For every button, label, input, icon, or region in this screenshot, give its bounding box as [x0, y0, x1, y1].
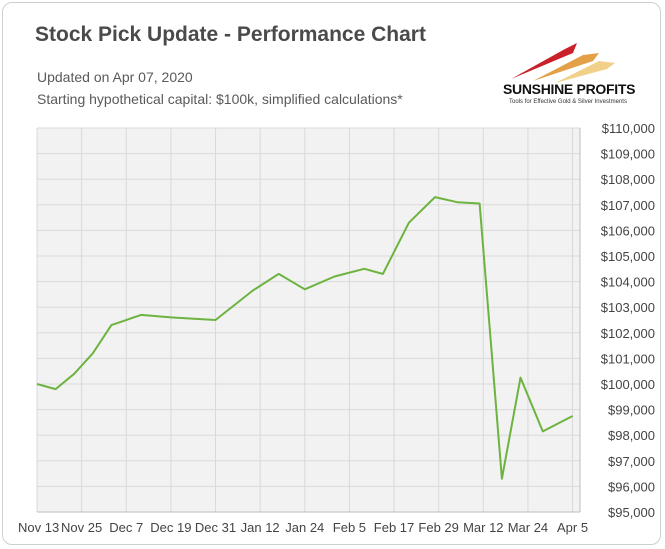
y-tick-label: $110,000	[602, 121, 655, 136]
x-tick-label: Nov 25	[61, 520, 102, 535]
series-line	[36, 196, 574, 480]
y-tick-label: $95,000	[608, 505, 655, 520]
y-tick-label: $108,000	[601, 172, 655, 187]
update-date: Updated on Apr 07, 2020	[37, 69, 193, 85]
x-tick-label: Dec 19	[150, 520, 191, 535]
y-tick-label: $101,000	[601, 351, 655, 366]
y-tick-label: $97,000	[608, 454, 655, 469]
logo-tagline: Tools for Effective Gold & Silver Invest…	[509, 99, 627, 105]
x-tick-label: Mar 12	[463, 520, 503, 535]
y-tick-label: $106,000	[601, 223, 655, 238]
y-tick-label: $109,000	[601, 147, 655, 162]
x-tick-label: Dec 7	[109, 520, 143, 535]
logo-name: SUNSHINE PROFITS	[503, 81, 636, 97]
x-tick-label: Nov 13	[18, 520, 59, 535]
capital-note: Starting hypothetical capital: $100k, si…	[37, 91, 403, 107]
x-tick-label: Jan 24	[285, 520, 324, 535]
x-tick-label: Apr 5	[557, 520, 588, 535]
sunshine-profits-logo: SUNSHINE PROFITS Tools for Effective Gol…	[503, 39, 653, 109]
x-tick-label: Feb 5	[333, 520, 366, 535]
y-tick-label: $104,000	[601, 275, 655, 290]
x-tick-label: Feb 29	[418, 520, 458, 535]
plot-area	[37, 128, 580, 512]
y-tick-label: $100,000	[601, 377, 655, 392]
x-tick-label: Dec 31	[195, 520, 236, 535]
y-tick-label: $99,000	[608, 403, 655, 418]
logo-swoosh-icon	[511, 43, 615, 83]
y-tick-label: $96,000	[608, 479, 655, 494]
x-tick-label: Jan 12	[241, 520, 280, 535]
y-tick-label: $102,000	[601, 326, 655, 341]
x-tick-label: Feb 17	[374, 520, 414, 535]
x-tick-label: Mar 24	[508, 520, 548, 535]
y-tick-label: $105,000	[601, 249, 655, 264]
y-tick-label: $107,000	[601, 198, 655, 213]
y-tick-label: $98,000	[608, 428, 655, 443]
y-tick-label: $103,000	[601, 300, 655, 315]
chart-title: Stock Pick Update - Performance Chart	[35, 23, 426, 46]
